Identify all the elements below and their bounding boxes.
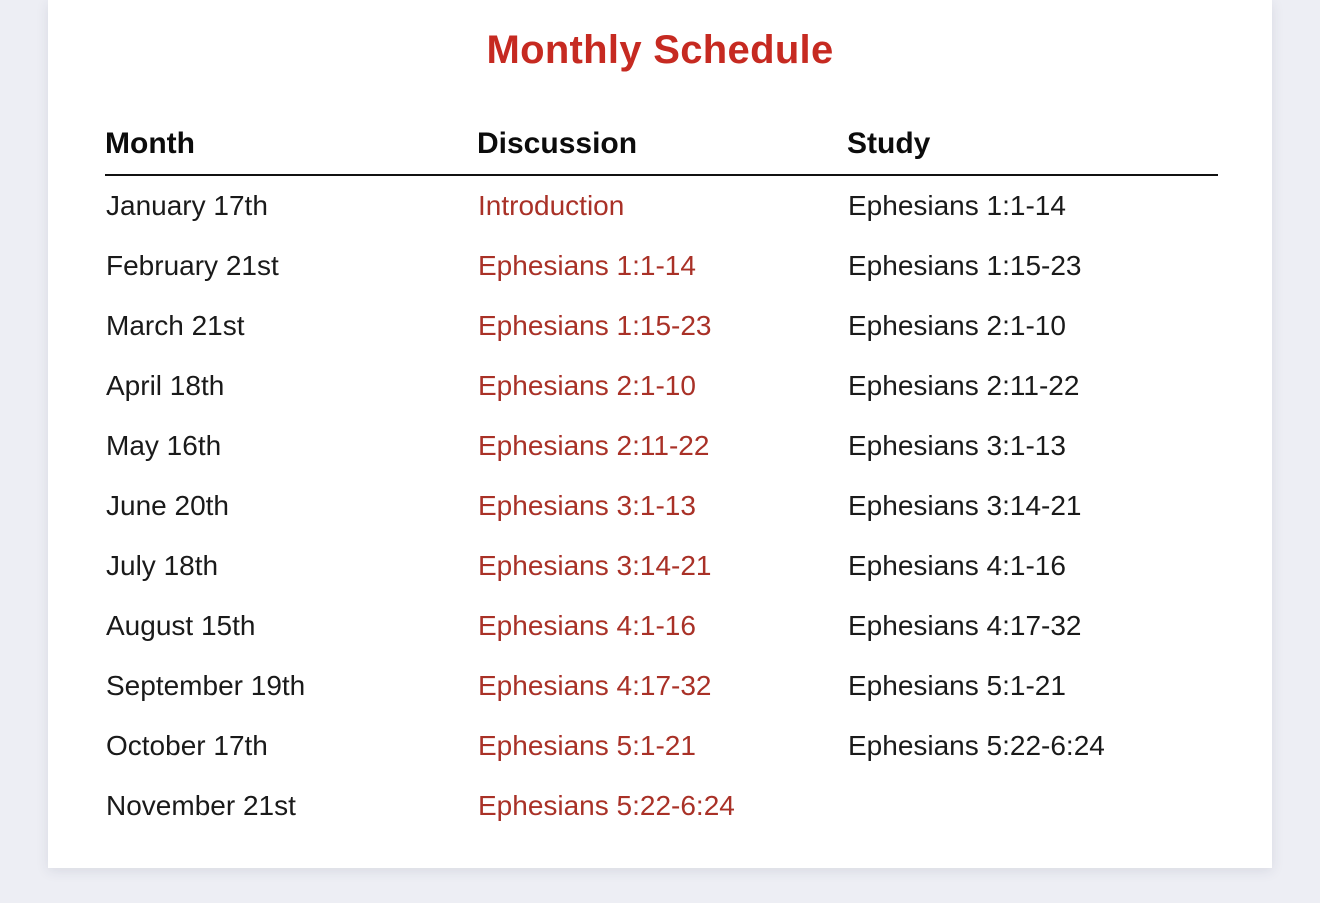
column-header-discussion: Discussion (477, 121, 847, 176)
study-cell: Ephesians 3:14-21 (848, 490, 1082, 521)
discussion-cell: Ephesians 2:1-10 (477, 356, 847, 416)
study-cell: Ephesians 5:22-6:24 (848, 730, 1105, 761)
discussion-cell: Ephesians 4:1-16 (477, 596, 847, 656)
study-cell: Ephesians 4:17-32 (848, 610, 1082, 641)
study-cell: Ephesians 5:1-21 (848, 670, 1066, 701)
table-row: June 20th Ephesians 3:1-13 Ephesians 3:14-… (105, 476, 1218, 536)
table-row: July 18th Ephesians 3:14-21 Ephesians 4:1-… (105, 536, 1218, 596)
discussion-link[interactable]: Ephesians 3:14-21 (478, 550, 712, 581)
month-cell: August 15th (106, 610, 256, 641)
study-cell: Ephesians 1:15-23 (848, 250, 1082, 281)
discussion-link[interactable]: Ephesians 4:17-32 (478, 670, 712, 701)
discussion-link[interactable]: Ephesians 2:1-10 (478, 370, 696, 401)
schedule-table: Month Discussion Study January 17th Intro… (105, 121, 1218, 836)
discussion-link[interactable]: Ephesians 3:1-13 (478, 490, 696, 521)
discussion-cell: Ephesians 3:1-13 (477, 476, 847, 536)
schedule-card: Monthly Schedule Month Discussion Study … (48, 0, 1272, 868)
discussion-link[interactable]: Ephesians 5:22-6:24 (478, 790, 735, 821)
table-row: September 19th Ephesians 4:17-32 Ephesians… (105, 656, 1218, 716)
study-cell: Ephesians 2:11-22 (848, 370, 1080, 401)
table-row: November 21st Ephesians 5:22-6:24 (105, 776, 1218, 836)
discussion-link[interactable]: Ephesians 5:1-21 (478, 730, 696, 761)
column-header-month: Month (105, 121, 477, 176)
month-cell: May 16th (106, 430, 222, 461)
study-cell: Ephesians 1:1-14 (848, 190, 1066, 221)
page-title: Monthly Schedule (486, 28, 834, 72)
discussion-link[interactable]: Introduction (478, 190, 625, 221)
month-cell: April 18th (106, 370, 225, 401)
table-header-row: Month Discussion Study (105, 121, 1218, 176)
discussion-cell: Ephesians 2:11-22 (477, 416, 847, 476)
table-row: October 17th Ephesians 5:1-21 Ephesians 5:… (105, 716, 1218, 776)
discussion-cell: Ephesians 1:15-23 (477, 296, 847, 356)
month-cell: February 21st (106, 250, 279, 281)
table-row: January 17th Introduction Ephesians 1:1-14 (105, 175, 1218, 236)
month-cell: June 20th (106, 490, 229, 521)
month-cell: January 17th (106, 190, 268, 221)
month-cell: November 21st (106, 790, 296, 821)
month-cell: October 17th (106, 730, 268, 761)
discussion-link[interactable]: Ephesians 4:1-16 (478, 610, 696, 641)
discussion-cell: Ephesians 3:14-21 (477, 536, 847, 596)
table-row: March 21st Ephesians 1:15-23 Ephesians 2:1… (105, 296, 1218, 356)
discussion-link[interactable]: Ephesians 1:1-14 (478, 250, 696, 281)
column-header-study: Study (847, 121, 1218, 176)
discussion-cell: Introduction (477, 175, 847, 236)
table-row: April 18th Ephesians 2:1-10 Ephesians 2:11… (105, 356, 1218, 416)
month-cell: March 21st (106, 310, 245, 341)
discussion-link[interactable]: Ephesians 1:15-23 (478, 310, 712, 341)
discussion-link[interactable]: Ephesians 2:11-22 (478, 430, 710, 461)
study-cell: Ephesians 4:1-16 (848, 550, 1066, 581)
table-row: February 21st Ephesians 1:1-14 Ephesians 1… (105, 236, 1218, 296)
discussion-cell: Ephesians 1:1-14 (477, 236, 847, 296)
study-cell: Ephesians 2:1-10 (848, 310, 1066, 341)
discussion-cell: Ephesians 5:1-21 (477, 716, 847, 776)
table-body: January 17th Introduction Ephesians 1:1-14… (105, 175, 1218, 836)
month-cell: July 18th (106, 550, 219, 581)
month-cell: September 19th (106, 670, 306, 701)
discussion-cell: Ephesians 5:22-6:24 (477, 776, 847, 836)
table-row: August 15th Ephesians 4:1-16 Ephesians 4:1… (105, 596, 1218, 656)
discussion-cell: Ephesians 4:17-32 (477, 656, 847, 716)
table-row: May 16th Ephesians 2:11-22 Ephesians 3:1-1… (105, 416, 1218, 476)
study-cell (847, 776, 1218, 836)
study-cell: Ephesians 3:1-13 (848, 430, 1066, 461)
